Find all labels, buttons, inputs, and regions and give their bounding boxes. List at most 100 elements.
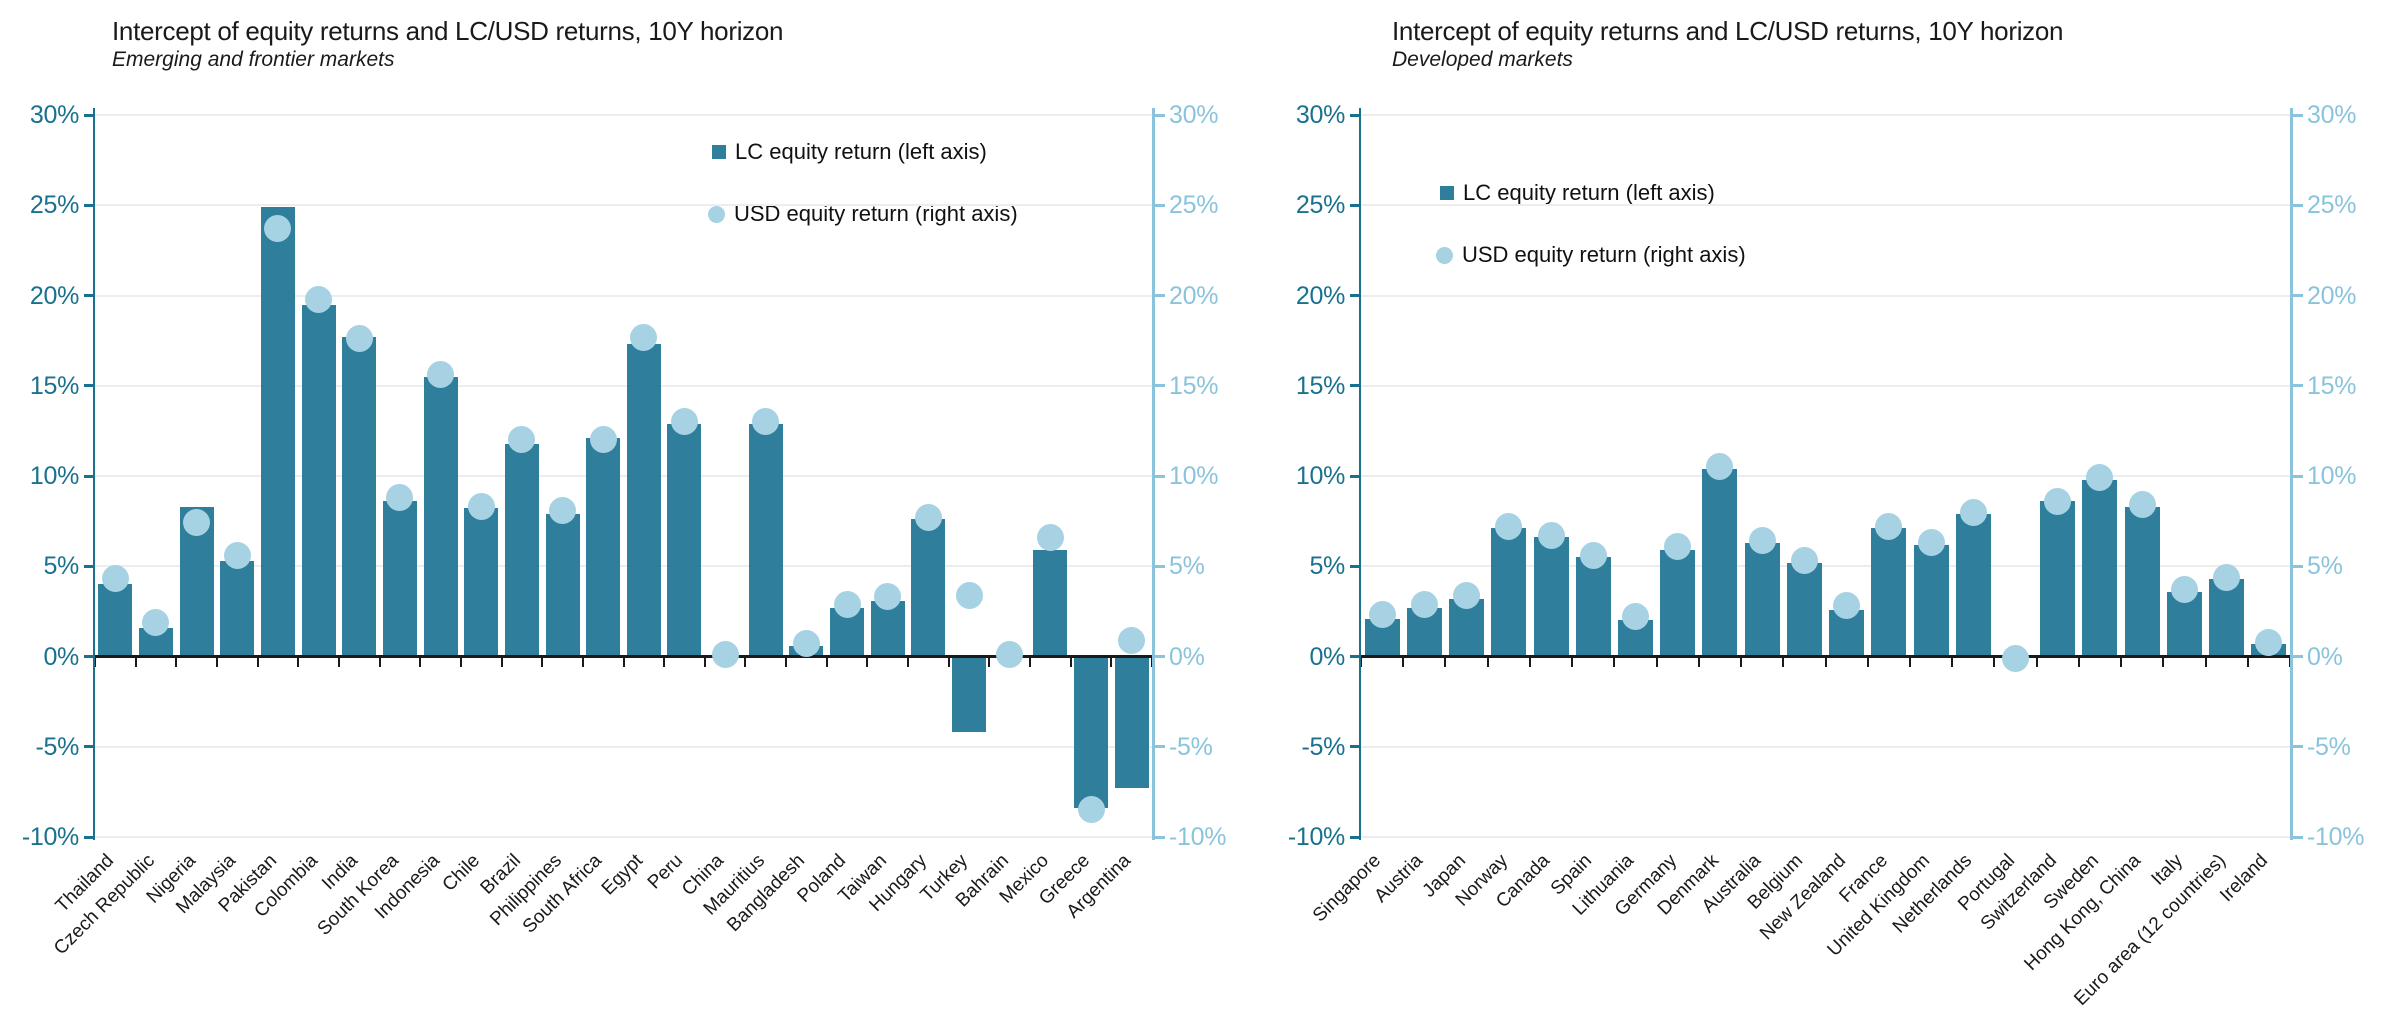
dot-france: [1875, 513, 1903, 541]
bar-euro-area-12-countries-: [2209, 578, 2245, 657]
dot-singapore: [1368, 601, 1396, 629]
x-axis-tick: [215, 657, 218, 667]
dot-pakistan: [264, 215, 292, 243]
right-axis-label: 30%: [2307, 101, 2357, 129]
bar-india: [342, 337, 377, 657]
gridline: [1361, 745, 2290, 748]
right-axis-label: 0%: [2307, 642, 2343, 671]
dot-belgium: [1790, 547, 1818, 575]
bar-chile: [464, 508, 499, 657]
gridline: [1361, 114, 2290, 116]
x-axis-tick: [1613, 657, 1616, 667]
right-axis-tick: [1154, 384, 1165, 388]
x-axis-tick: [744, 657, 747, 667]
x-axis-tick: [378, 657, 381, 667]
dot-euro-area-12-countries-: [2213, 563, 2241, 591]
dot-turkey: [955, 581, 983, 609]
left-axis-label: 5%: [43, 552, 79, 581]
x-axis-tick: [2120, 657, 2123, 667]
gridline: [1361, 565, 2290, 568]
bar-thailand: [98, 584, 133, 657]
right-axis-tick: [2292, 745, 2303, 749]
dot-colombia: [305, 285, 333, 313]
x-axis-tick: [1571, 657, 1574, 667]
x-axis-tick: [622, 657, 625, 667]
dot-spain: [1579, 541, 1607, 569]
x-axis-tick: [907, 657, 910, 667]
right-axis-label: 25%: [2307, 191, 2357, 220]
left-axis-tick: [84, 384, 95, 388]
right-axis-line: [2290, 108, 2293, 840]
right-axis-tick: [1154, 564, 1165, 568]
zero-gridline: [95, 655, 1152, 658]
dot-united-kingdom: [1917, 529, 1945, 557]
x-axis-tick: [1782, 657, 1785, 667]
x-axis-tick: [1069, 657, 1072, 667]
lc-bar-swatch-icon: [1440, 186, 1454, 200]
x-axis-tick: [175, 657, 178, 667]
bar-greece: [1074, 656, 1109, 809]
dot-egypt: [630, 323, 658, 351]
right-axis-tick: [1154, 835, 1165, 839]
left-axis-tick: [84, 113, 95, 117]
bar-switzerland: [2040, 501, 2076, 657]
right-axis-label: 5%: [2307, 552, 2343, 581]
dot-bahrain: [996, 641, 1024, 669]
left-axis-label: 10%: [1295, 462, 1345, 490]
bar-belgium: [1786, 562, 1822, 657]
dot-hong-kong-china: [2128, 491, 2156, 519]
x-axis-tick: [94, 657, 96, 667]
x-axis-tick: [581, 657, 584, 667]
dot-ireland: [2255, 628, 2283, 656]
gridline: [95, 475, 1152, 477]
left-axis-label: 25%: [1295, 191, 1345, 220]
dot-canada: [1537, 522, 1565, 550]
dot-china: [711, 641, 739, 669]
left-axis-tick: [1350, 474, 1361, 478]
right-axis-label: 30%: [1169, 101, 1219, 129]
x-axis-tick: [459, 657, 462, 667]
bar-denmark: [1702, 468, 1738, 657]
x-axis-tick: [1866, 657, 1869, 667]
left-chart-title: Intercept of equity returns and LC/USD r…: [112, 16, 784, 46]
bar-philippines: [545, 513, 580, 657]
gridline: [1361, 475, 2290, 477]
right-chart-subtitle: Developed markets: [1392, 48, 1573, 71]
left-axis-tick: [84, 294, 95, 297]
right-axis-tick: [2292, 835, 2303, 839]
dot-nigeria: [183, 509, 211, 537]
dot-india: [345, 325, 373, 353]
bar-sweden: [2082, 479, 2118, 657]
bar-hong-kong-china: [2124, 506, 2160, 657]
bar-turkey: [952, 656, 987, 733]
right-axis-tick: [2292, 113, 2303, 117]
x-axis-tick: [2035, 657, 2038, 667]
dot-south-africa: [589, 426, 617, 454]
gridline: [95, 745, 1152, 748]
dot-brazil: [508, 426, 536, 454]
x-axis-tick: [1360, 657, 1362, 667]
x-axis-tick: [2162, 657, 2165, 667]
bar-south-africa: [586, 438, 621, 657]
gridline: [1361, 204, 2290, 207]
x-axis-tick: [419, 657, 422, 667]
dot-denmark: [1706, 453, 1734, 481]
left-axis-tick: [1350, 564, 1361, 568]
dot-bangladesh: [792, 630, 820, 658]
left-axis-label: -5%: [35, 732, 79, 761]
right-axis-label: 10%: [1169, 462, 1219, 490]
x-axis-tick: [703, 657, 706, 667]
right-axis-label: 25%: [1169, 191, 1219, 220]
left-axis-tick: [1350, 294, 1361, 297]
left-axis-label: 20%: [29, 281, 79, 310]
right-axis-label: -10%: [1169, 823, 1227, 851]
right-axis-tick: [2292, 294, 2303, 297]
bar-mexico: [1033, 550, 1068, 657]
left-axis-tick: [1350, 655, 1361, 658]
dot-australia: [1748, 527, 1776, 555]
x-axis-tick: [337, 657, 340, 667]
bar-australia: [1744, 542, 1780, 657]
left-axis-tick: [84, 655, 95, 658]
gridline: [95, 204, 1152, 207]
